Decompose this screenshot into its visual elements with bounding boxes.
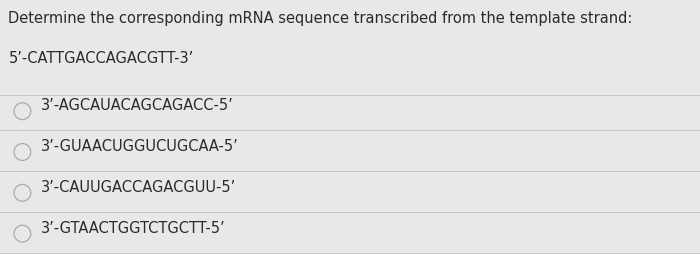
Text: 3’-GTAACTGGTCTGCTT-5’: 3’-GTAACTGGTCTGCTT-5’ bbox=[41, 220, 225, 235]
Text: 5’-CATTGACCAGACGTT-3’: 5’-CATTGACCAGACGTT-3’ bbox=[8, 51, 194, 66]
Text: 3’-GUAACUGGUCUGCAA-5’: 3’-GUAACUGGUCUGCAA-5’ bbox=[41, 139, 238, 153]
Text: Determine the corresponding mRNA sequence transcribed from the template strand:: Determine the corresponding mRNA sequenc… bbox=[8, 11, 633, 26]
Text: 3’-AGCAUACAGCAGACC-5’: 3’-AGCAUACAGCAGACC-5’ bbox=[41, 98, 233, 113]
Text: 3’-CAUUGACCAGACGUU-5’: 3’-CAUUGACCAGACGUU-5’ bbox=[41, 179, 236, 194]
